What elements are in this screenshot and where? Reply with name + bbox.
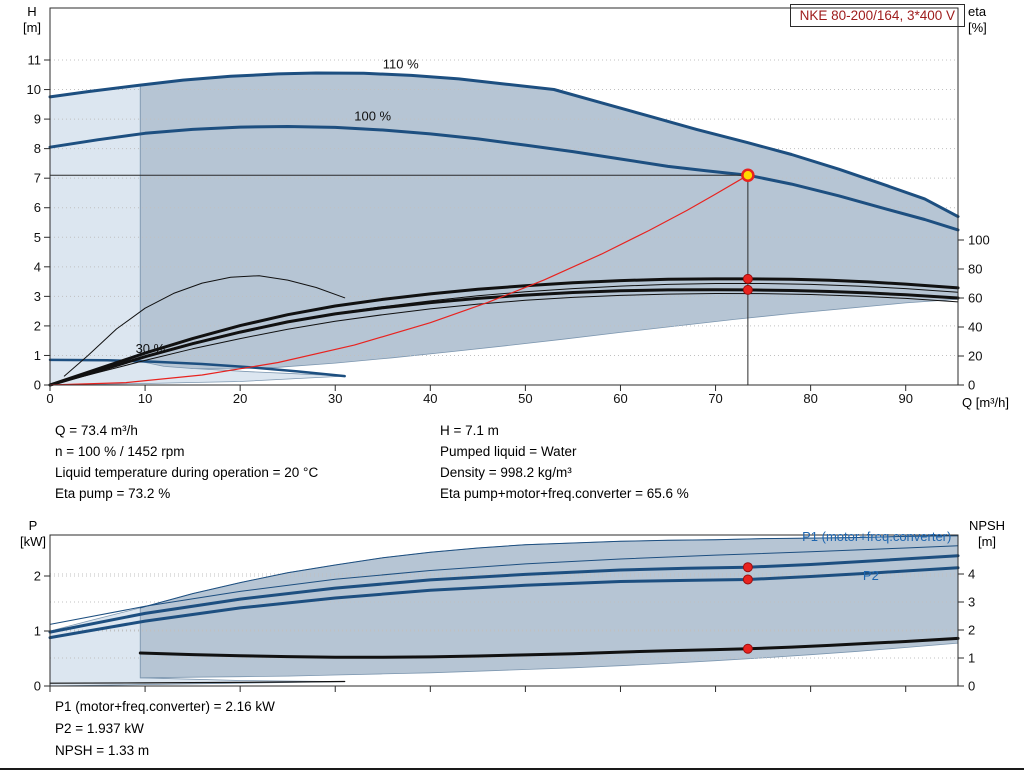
q-axis-title: Q [m³/h] (962, 395, 1009, 410)
x-tick-label: 0 (46, 391, 53, 406)
info-liquid-temp: Liquid temperature during operation = 20… (55, 465, 319, 480)
eta-curve-thin-b (49, 293, 959, 386)
p-axis-title-line1: P (28, 518, 38, 533)
operating-dot (742, 273, 753, 284)
y-left-tick-label: 0 (34, 679, 41, 694)
x-tick-label: 90 (898, 391, 912, 406)
bottom-divider (0, 768, 1024, 770)
x-tick-label: 20 (233, 391, 247, 406)
p-axis-title-line2: [kW] (20, 534, 46, 549)
npsh-min-speed-line (49, 680, 346, 684)
p1-110pct-line (49, 545, 959, 625)
info-eta-total: Eta pump+motor+freq.converter = 65.6 % (440, 486, 689, 501)
curve-min-speed (48, 358, 346, 378)
curve-label: 100 % (354, 109, 391, 124)
y-right-tick-label: 0 (968, 378, 975, 393)
curve-label: 110 % (383, 56, 419, 71)
pump-title-box: NKE 80-200/164, 3*400 V (789, 4, 965, 27)
operating-dot (742, 574, 753, 585)
p1-curve (48, 554, 960, 634)
eta-pump-curve (48, 277, 960, 387)
operating-dot (742, 562, 753, 573)
p2-curve (48, 566, 960, 640)
y-right-tick-label: 2 (968, 623, 975, 638)
curve-110pct (48, 71, 960, 219)
curve-label: P1 (motor+freq.converter) (802, 529, 951, 544)
operating-dot (742, 284, 753, 295)
x-tick-label: 30 (328, 391, 342, 406)
y-left-tick-label: 11 (28, 53, 42, 68)
npsh-axis-title-line1: NPSH (968, 518, 1006, 533)
info-npsh: NPSH = 1.33 m (55, 743, 150, 758)
y-left-tick-label: 2 (34, 318, 41, 333)
y-left-tick-label: 10 (27, 82, 41, 97)
y-right-tick-label: 3 (968, 595, 975, 610)
qh-chart-svg: 0 10 20 30 40 50 60 70 80 90 0 1 2 3 4 5 6 7 8 9 10 11 0 20 40 60… (27, 7, 990, 406)
npsh-axis-title-line2: [m] (977, 534, 997, 549)
info-speed: n = 100 % / 1452 rpm (55, 444, 185, 459)
y-left-tick-label: 7 (34, 171, 41, 186)
y-left-tick-label: 2 (34, 569, 41, 584)
duty-info-left-column: Q = 73.4 m³/h n = 100 % / 1452 rpm Liqui… (55, 420, 318, 504)
power-info-block: P1 (motor+freq.converter) = 2.16 kW P2 =… (55, 696, 275, 762)
duty-info-right-column: H = 7.1 m Pumped liquid = Water Density … (440, 420, 689, 504)
duty-point-marker (741, 168, 755, 182)
y-right-tick-label: 1 (968, 651, 975, 666)
y-left-tick-label: 9 (34, 112, 41, 127)
y-left-tick-label: 1 (34, 348, 41, 363)
h-axis-title-line2: [m] (22, 20, 42, 35)
y-left-tick-label: 3 (34, 289, 41, 304)
eta-axis-title-line1: eta (968, 4, 987, 19)
curve-100pct (48, 125, 960, 232)
power-npsh-chart-svg: 0 1 2 0 1 2 3 4 P1 (motor+freq.converter) P2 (34, 529, 975, 694)
info-flow: Q = 73.4 m³/h (55, 423, 138, 438)
pump-title-text: NKE 80-200/164, 3*400 V (799, 8, 955, 23)
npsh-curve (138, 636, 960, 659)
eta-axis-title-line2: [%] (968, 20, 987, 35)
info-eta-pump: Eta pump = 73.2 % (55, 486, 171, 501)
info-p2: P2 = 1.937 kW (55, 721, 144, 736)
x-tick-label: 70 (708, 391, 722, 406)
p-axis-title: P [kW] (12, 518, 54, 550)
info-density: Density = 998.2 kg/m³ (440, 465, 572, 480)
y-left-tick-label: 8 (34, 141, 41, 156)
operating-dot (742, 643, 753, 654)
y-right-tick-label: 40 (968, 320, 982, 335)
eta-curve-reduced-speed (63, 275, 346, 377)
y-right-tick-label: 60 (968, 291, 982, 306)
x-tick-label: 80 (803, 391, 817, 406)
curve-label: P2 (863, 568, 879, 583)
curve-label: 30 % (136, 341, 166, 356)
p-envelope-top-line (139, 535, 959, 609)
x-tick-label: 40 (423, 391, 437, 406)
y-right-tick-label: 20 (968, 349, 982, 364)
h-axis-title: H [m] (16, 4, 48, 36)
y-right-tick-label: 80 (968, 262, 982, 277)
eta-axis-title: eta [%] (968, 4, 1002, 36)
h-axis-title-line1: H (27, 4, 37, 19)
info-p1: P1 (motor+freq.converter) = 2.16 kW (55, 699, 275, 714)
system-curve (49, 174, 749, 386)
y-left-tick-label: 4 (34, 259, 41, 274)
info-head: H = 7.1 m (440, 423, 499, 438)
x-tick-label: 60 (613, 391, 627, 406)
y-right-tick-label: 4 (968, 567, 975, 582)
y-left-tick-label: 5 (34, 230, 41, 245)
y-left-tick-label: 1 (34, 624, 41, 639)
y-right-tick-label: 0 (968, 679, 975, 694)
npsh-axis-title: NPSH [m] (962, 518, 1012, 550)
eta-total-curve (48, 288, 960, 387)
plot-frame (49, 534, 959, 687)
x-tick-label: 50 (518, 391, 532, 406)
y-left-tick-label: 0 (34, 378, 41, 393)
plot-frame (49, 7, 959, 386)
info-pumped-liquid: Pumped liquid = Water (440, 444, 577, 459)
y-right-tick-label: 100 (968, 233, 990, 248)
y-left-tick-label: 6 (34, 200, 41, 215)
operating-envelope (139, 72, 959, 370)
x-tick-label: 10 (138, 391, 152, 406)
